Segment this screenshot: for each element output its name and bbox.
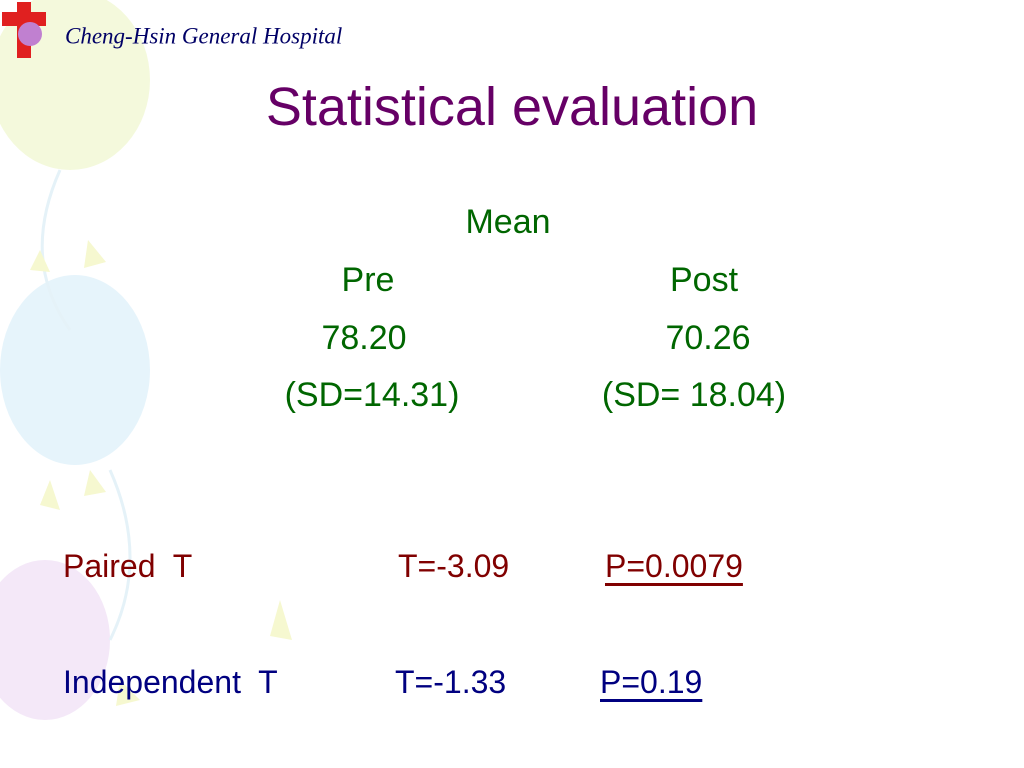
sd-value: (SD=14.31) (284, 376, 460, 414)
column-label: Post (669, 261, 739, 299)
t-statistic: T=-1.33 (395, 664, 507, 700)
hospital-name: Cheng-Hsin General Hospital (65, 23, 343, 49)
mean-value: 70.26 (665, 319, 751, 357)
p-value: P=0.19 (600, 664, 703, 700)
mean-value: 78.20 (321, 319, 407, 357)
p-value: P=0.0079 (605, 548, 743, 584)
column-label: Pre (341, 261, 395, 299)
slide-title: Statistical evaluation (265, 77, 759, 137)
summary-heading: Mean (465, 203, 551, 241)
test-name: Paired T (63, 548, 193, 584)
sd-value: (SD= 18.04) (601, 376, 787, 414)
t-statistic: T=-3.09 (398, 548, 510, 584)
test-name: Independent T (63, 664, 278, 700)
